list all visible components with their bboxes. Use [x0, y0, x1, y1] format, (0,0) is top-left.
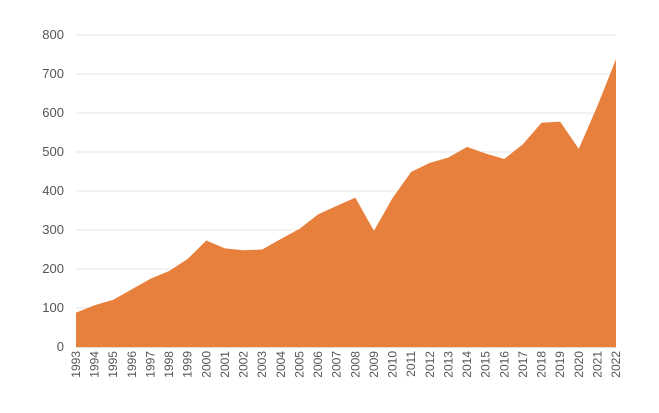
x-tick-label: 1999 — [181, 351, 195, 378]
y-axis-ticks: 0 100 200 300 400 500 600 700 800 — [42, 27, 64, 354]
y-tick-label: 600 — [42, 105, 64, 120]
x-tick-label: 2003 — [255, 351, 269, 378]
y-tick-label: 700 — [42, 66, 64, 81]
x-tick-label: 1996 — [125, 351, 139, 378]
x-tick-label: 2012 — [423, 351, 437, 378]
x-tick-label: 2021 — [590, 351, 604, 378]
x-tick-label: 2018 — [535, 351, 549, 378]
x-tick-label: 2022 — [609, 351, 623, 378]
x-tick-label: 2020 — [572, 351, 586, 378]
x-tick-label: 2000 — [199, 351, 213, 378]
x-tick-label: 2009 — [367, 351, 381, 378]
area-series — [76, 59, 616, 348]
x-tick-label: 2010 — [386, 351, 400, 378]
x-axis-ticks: 1993 1994 1995 1996 1997 1998 1999 2000 2001 2002… — [69, 351, 623, 378]
x-tick-label: 2011 — [404, 351, 418, 377]
x-tick-label: 2001 — [218, 351, 232, 378]
x-tick-label: 2008 — [348, 351, 362, 378]
x-tick-label: 1994 — [88, 351, 102, 378]
x-tick-label: 2015 — [479, 351, 493, 378]
x-tick-label: 2013 — [441, 351, 455, 378]
y-tick-label: 500 — [42, 144, 64, 159]
x-tick-label: 2005 — [292, 351, 306, 378]
x-tick-label: 2019 — [553, 351, 567, 378]
x-tick-label: 1995 — [106, 351, 120, 378]
x-tick-label: 1997 — [143, 351, 157, 378]
y-tick-label: 300 — [42, 222, 64, 237]
y-tick-label: 0 — [57, 339, 64, 354]
y-tick-label: 800 — [42, 27, 64, 42]
x-tick-label: 2007 — [330, 351, 344, 378]
y-tick-label: 200 — [42, 261, 64, 276]
y-tick-label: 100 — [42, 300, 64, 315]
x-tick-label: 1998 — [162, 351, 176, 378]
x-tick-label: 1993 — [69, 351, 83, 378]
x-tick-label: 2002 — [237, 351, 251, 378]
x-tick-label: 2016 — [497, 351, 511, 378]
x-tick-label: 2014 — [460, 351, 474, 378]
x-tick-label: 2004 — [274, 351, 288, 378]
x-tick-label: 2006 — [311, 351, 325, 378]
area-fill — [76, 59, 616, 348]
x-tick-label: 2017 — [516, 351, 530, 378]
y-tick-label: 400 — [42, 183, 64, 198]
